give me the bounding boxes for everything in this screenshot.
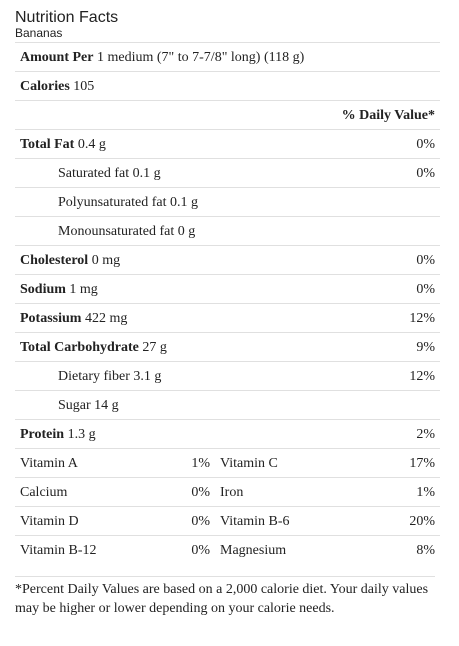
vitamin-name: Iron xyxy=(220,485,244,500)
vitamin-name: Vitamin B-6 xyxy=(220,514,290,529)
vitamin-dv: 20% xyxy=(409,514,435,529)
nutrient-dv: 9% xyxy=(416,340,435,355)
nutrient-amount: 0 g xyxy=(177,224,196,239)
nutrient-amount: 27 g xyxy=(142,340,167,355)
vitamin-dv: 8% xyxy=(416,543,435,558)
vitamin-dv: 0% xyxy=(191,485,210,500)
vitamin-name: Vitamin D xyxy=(20,514,79,529)
nutrient-amount: 0.1 g xyxy=(169,195,198,210)
nutrient-dv: 12% xyxy=(409,369,435,384)
nutrition-header: Nutrition Facts Bananas xyxy=(15,8,118,40)
nutrient-dv: 0% xyxy=(416,253,435,268)
vitamin-dv: 1% xyxy=(191,456,210,471)
vitamin-dv: 1% xyxy=(416,485,435,500)
serving-row: Amount Per 1 medium (7" to 7-7/8" long) … xyxy=(15,42,440,71)
nutrient-amount: 0.4 g xyxy=(77,137,106,152)
nutrient-amount: 0.1 g xyxy=(132,166,161,181)
nutrient-row-sugar: Sugar 14 g xyxy=(15,390,440,419)
vitamin-name: Calcium xyxy=(20,485,68,500)
calories-value: 105 xyxy=(73,79,95,94)
nutrient-amount: 1.3 g xyxy=(67,427,96,442)
nutrient-row-protein: Protein 1.3 g 2% xyxy=(15,419,440,448)
nutrient-row-potassium: Potassium 422 mg 12% xyxy=(15,303,440,332)
nutrient-amount: 3.1 g xyxy=(133,369,162,384)
vitamin-name: Vitamin C xyxy=(220,456,278,471)
vitamin-dv: 0% xyxy=(191,543,210,558)
nutrient-row-total-fat: Total Fat 0.4 g 0% xyxy=(15,129,440,158)
vitamin-row: Vitamin A 1% Vitamin C 17% xyxy=(15,448,440,477)
nutrient-dv: 0% xyxy=(416,137,435,152)
nutrient-label: Potassium xyxy=(20,311,82,326)
vitamin-dv: 0% xyxy=(191,514,210,529)
vitamin-dv: 17% xyxy=(409,456,435,471)
nutrient-row-saturated-fat: Saturated fat 0.1 g 0% xyxy=(15,158,440,187)
daily-value-footnote: *Percent Daily Values are based on a 2,0… xyxy=(15,576,435,618)
vitamin-row: Vitamin D 0% Vitamin B-6 20% xyxy=(15,506,440,535)
nutrient-dv: 2% xyxy=(416,427,435,442)
calories-row: Calories 105 xyxy=(15,71,440,100)
nutrient-row-dietary-fiber: Dietary fiber 3.1 g 12% xyxy=(15,361,440,390)
vitamin-row: Vitamin B-12 0% Magnesium 8% xyxy=(15,535,440,564)
nutrient-label: Saturated fat xyxy=(58,166,130,181)
serving-value: 1 medium (7" to 7-7/8" long) (118 g) xyxy=(97,50,305,65)
nutrient-label: Dietary fiber xyxy=(58,369,130,384)
nutrient-amount: 422 mg xyxy=(84,311,128,326)
vitamin-name: Magnesium xyxy=(220,543,287,558)
daily-value-header: % Daily Value* xyxy=(341,108,435,123)
serving-label: Amount Per xyxy=(20,50,94,65)
nutrient-label: Sugar xyxy=(58,398,91,413)
nutrient-row-cholesterol: Cholesterol 0 mg 0% xyxy=(15,245,440,274)
nutrient-label: Total Fat xyxy=(20,137,75,152)
food-name: Bananas xyxy=(15,26,63,40)
vitamin-row: Calcium 0% Iron 1% xyxy=(15,477,440,506)
nutrient-row-polyunsaturated-fat: Polyunsaturated fat 0.1 g xyxy=(15,187,440,216)
nutrient-amount: 0 mg xyxy=(91,253,121,268)
nutrient-dv: 12% xyxy=(409,311,435,326)
nutrient-amount: 14 g xyxy=(94,398,119,413)
nutrient-dv: 0% xyxy=(416,282,435,297)
nutrient-row-monounsaturated-fat: Monounsaturated fat 0 g xyxy=(15,216,440,245)
nutrition-table: Amount Per 1 medium (7" to 7-7/8" long) … xyxy=(15,42,440,564)
nutrient-label: Polyunsaturated fat xyxy=(58,195,167,210)
page-title: Nutrition Facts xyxy=(15,9,119,26)
nutrient-label: Monounsaturated fat xyxy=(58,224,175,239)
nutrient-amount: 1 mg xyxy=(69,282,98,297)
nutrient-dv: 0% xyxy=(416,166,435,181)
calories-label: Calories xyxy=(20,79,70,94)
nutrient-label: Cholesterol xyxy=(20,253,89,268)
vitamin-name: Vitamin B-12 xyxy=(20,543,97,558)
vitamin-name: Vitamin A xyxy=(20,456,78,471)
nutrient-label: Sodium xyxy=(20,282,66,297)
nutrient-label: Total Carbohydrate xyxy=(20,340,139,355)
nutrient-row-sodium: Sodium 1 mg 0% xyxy=(15,274,440,303)
nutrient-row-total-carbohydrate: Total Carbohydrate 27 g 9% xyxy=(15,332,440,361)
nutrient-label: Protein xyxy=(20,427,65,442)
daily-value-header-row: % Daily Value* xyxy=(15,100,440,129)
